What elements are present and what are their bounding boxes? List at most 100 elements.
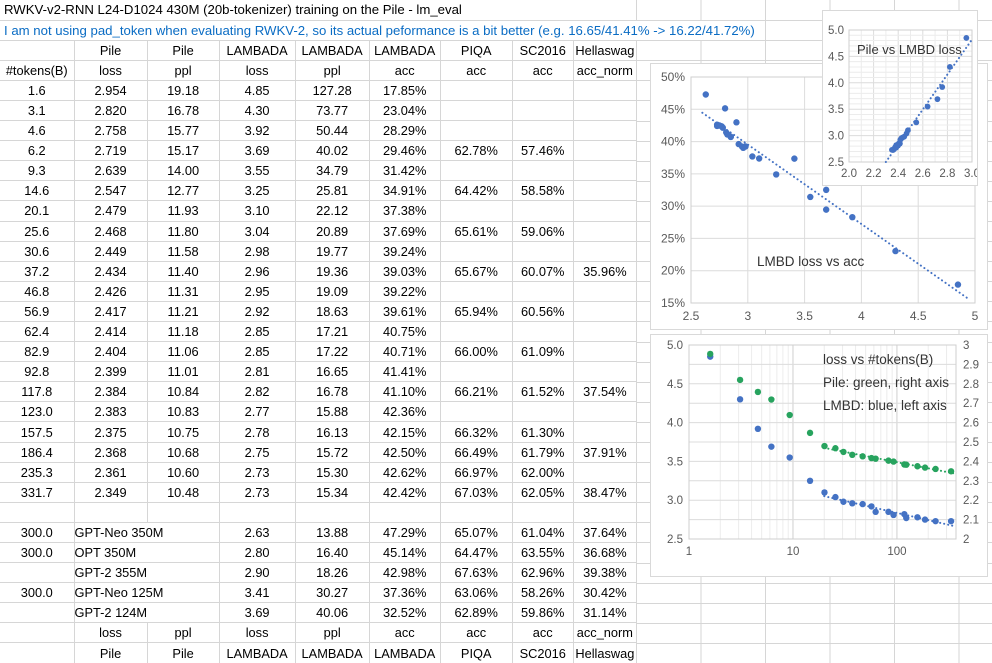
value-cell[interactable]: 65.94% — [440, 301, 513, 322]
model-name-cell[interactable]: GPT-Neo 350M — [74, 522, 220, 544]
footer-group-cell[interactable]: Pile — [147, 642, 220, 663]
value-cell[interactable]: 3.69 — [219, 140, 296, 162]
value-cell[interactable] — [512, 80, 574, 101]
value-cell[interactable]: 2.719 — [74, 140, 148, 162]
value-cell[interactable]: 11.01 — [147, 361, 220, 383]
value-cell[interactable]: 60.56% — [512, 301, 574, 322]
value-cell[interactable]: 4.30 — [219, 100, 296, 122]
value-cell[interactable] — [512, 281, 574, 302]
column-group-header[interactable]: LAMBADA — [219, 40, 296, 61]
value-cell[interactable]: 4.85 — [219, 80, 296, 101]
empty-cell[interactable] — [295, 502, 370, 523]
value-cell[interactable]: 66.21% — [440, 381, 513, 403]
value-cell[interactable] — [573, 80, 638, 101]
value-cell[interactable]: 31.14% — [573, 602, 638, 624]
column-header[interactable]: #tokens(B) — [0, 60, 75, 81]
value-cell[interactable]: 29.46% — [369, 140, 441, 162]
value-cell[interactable]: 64.42% — [440, 180, 513, 202]
tokens-cell[interactable]: 14.6 — [0, 180, 75, 202]
value-cell[interactable]: 63.55% — [512, 542, 574, 564]
value-cell[interactable]: 2.90 — [219, 562, 296, 584]
value-cell[interactable]: 61.30% — [512, 421, 574, 443]
footer-metric-cell[interactable]: acc — [512, 622, 574, 644]
empty-cell[interactable] — [74, 502, 148, 523]
value-cell[interactable]: 64.47% — [440, 542, 513, 564]
value-cell[interactable]: 36.68% — [573, 542, 638, 564]
value-cell[interactable]: 16.40 — [295, 542, 370, 564]
value-cell[interactable] — [512, 160, 574, 182]
footer-group-cell[interactable]: Pile — [74, 642, 148, 663]
value-cell[interactable]: 42.42% — [369, 482, 441, 503]
value-cell[interactable]: 37.91% — [573, 442, 638, 463]
value-cell[interactable]: 2.96 — [219, 261, 296, 282]
value-cell[interactable]: 3.55 — [219, 160, 296, 182]
tokens-cell[interactable]: 300.0 — [0, 582, 75, 604]
value-cell[interactable]: 37.54% — [573, 381, 638, 403]
value-cell[interactable]: 66.32% — [440, 421, 513, 443]
value-cell[interactable]: 67.03% — [440, 482, 513, 503]
column-group-header[interactable]: Hellaswag — [573, 40, 638, 61]
value-cell[interactable]: 40.75% — [369, 321, 441, 343]
value-cell[interactable]: 2.92 — [219, 301, 296, 322]
eval-table[interactable]: RWKV-v2-RNN L24-D1024 430M (20b-tokenize… — [0, 0, 763, 663]
footer-group-cell[interactable]: LAMBADA — [219, 642, 296, 663]
value-cell[interactable]: 40.02 — [295, 140, 370, 162]
value-cell[interactable]: 14.00 — [147, 160, 220, 182]
value-cell[interactable]: 37.69% — [369, 221, 441, 242]
value-cell[interactable]: 3.10 — [219, 200, 296, 222]
value-cell[interactable]: 10.84 — [147, 381, 220, 403]
tokens-cell[interactable]: 82.9 — [0, 341, 75, 363]
value-cell[interactable]: 50.44 — [295, 120, 370, 142]
column-header[interactable]: acc_norm — [573, 60, 638, 81]
value-cell[interactable]: 66.49% — [440, 442, 513, 463]
column-header[interactable]: acc — [440, 60, 513, 81]
value-cell[interactable]: 11.93 — [147, 200, 220, 222]
value-cell[interactable]: 42.36% — [369, 401, 441, 423]
value-cell[interactable] — [573, 160, 638, 182]
value-cell[interactable] — [573, 462, 638, 483]
value-cell[interactable]: 2.375 — [74, 421, 148, 443]
value-cell[interactable]: 15.88 — [295, 401, 370, 423]
value-cell[interactable]: 11.06 — [147, 341, 220, 363]
tokens-cell[interactable]: 25.6 — [0, 221, 75, 242]
value-cell[interactable]: 37.36% — [369, 582, 441, 604]
value-cell[interactable]: 11.40 — [147, 261, 220, 282]
value-cell[interactable]: 42.50% — [369, 442, 441, 463]
value-cell[interactable]: 39.38% — [573, 562, 638, 584]
value-cell[interactable] — [512, 100, 574, 122]
value-cell[interactable]: 10.83 — [147, 401, 220, 423]
value-cell[interactable]: 57.46% — [512, 140, 574, 162]
value-cell[interactable] — [440, 200, 513, 222]
empty-cell[interactable] — [369, 502, 441, 523]
value-cell[interactable] — [440, 120, 513, 142]
empty-cell[interactable] — [219, 502, 296, 523]
value-cell[interactable]: 2.73 — [219, 482, 296, 503]
empty-cell[interactable] — [147, 502, 220, 523]
footer-group-cell[interactable]: LAMBADA — [369, 642, 441, 663]
value-cell[interactable]: 19.09 — [295, 281, 370, 302]
value-cell[interactable]: 2.468 — [74, 221, 148, 242]
value-cell[interactable]: 66.00% — [440, 341, 513, 363]
value-cell[interactable]: 39.24% — [369, 241, 441, 262]
value-cell[interactable] — [573, 140, 638, 162]
value-cell[interactable]: 34.79 — [295, 160, 370, 182]
tokens-cell[interactable]: 300.0 — [0, 522, 75, 544]
column-group-header[interactable]: Pile — [147, 40, 220, 61]
value-cell[interactable]: 3.04 — [219, 221, 296, 242]
value-cell[interactable] — [440, 100, 513, 122]
value-cell[interactable] — [512, 361, 574, 383]
value-cell[interactable]: 65.61% — [440, 221, 513, 242]
value-cell[interactable] — [512, 200, 574, 222]
value-cell[interactable] — [440, 401, 513, 423]
footer-metric-cell[interactable]: ppl — [147, 622, 220, 644]
value-cell[interactable]: 20.89 — [295, 221, 370, 242]
value-cell[interactable]: 73.77 — [295, 100, 370, 122]
value-cell[interactable]: 42.15% — [369, 421, 441, 443]
column-group-header[interactable]: LAMBADA — [369, 40, 441, 61]
value-cell[interactable]: 2.404 — [74, 341, 148, 363]
empty-cell[interactable] — [573, 502, 638, 523]
value-cell[interactable]: 39.03% — [369, 261, 441, 282]
value-cell[interactable]: 28.29% — [369, 120, 441, 142]
value-cell[interactable]: 40.71% — [369, 341, 441, 363]
value-cell[interactable]: 42.62% — [369, 462, 441, 483]
